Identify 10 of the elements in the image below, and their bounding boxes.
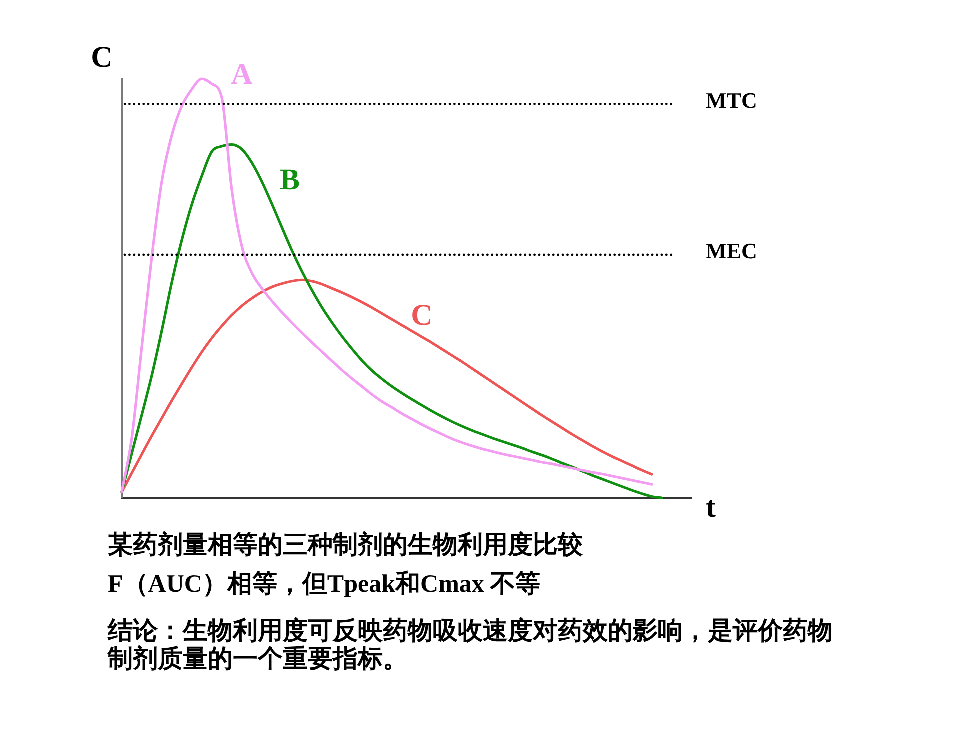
x-axis-title: t [706,490,716,524]
text: F（AUC）相等，但Tpeak和Cmax 不等 [108,571,542,599]
text: 结论：生物利用度可反映药物吸收速度对药效的影响，是评价药物制剂质量的一个重要指标。 [108,618,834,674]
series-label: A [231,58,254,91]
ref-line-label: MEC [706,238,758,264]
ref-line-label: MTC [706,88,758,113]
series-label: B [280,164,300,197]
y-axis-title: C [91,40,113,74]
text: 某药剂量相等的三种制剂的生物利用度比较 [108,532,584,560]
series-label: C [411,298,433,332]
